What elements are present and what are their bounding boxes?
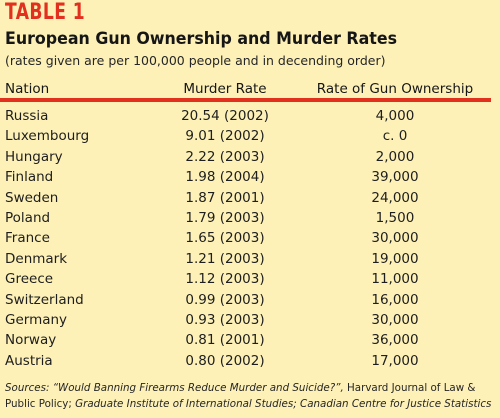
cell-nation: Luxembourg [5,128,90,145]
column-header-nation: Nation [5,81,50,97]
cell-gun-ownership: 17,000 [371,352,419,369]
sources-prefix: Sources: “Would Banning Firearms Reduce … [5,382,344,394]
cell-gun-ownership: 16,000 [371,291,419,308]
cell-gun-ownership: 19,000 [371,250,419,267]
cell-nation: Austria [5,352,53,369]
table-row: Poland 1.79 (2003) 1,500 [0,208,500,228]
table-header-row: Nation Murder Rate Rate of Gun Ownership [0,80,500,98]
cell-murder-rate: 0.99 (2003) [185,291,265,308]
table-row: Austria 0.80 (2002) 17,000 [0,351,500,371]
table-label: TABLE 1 [5,0,86,25]
cell-nation: Switzerland [5,291,84,308]
cell-nation: Hungary [5,148,63,165]
cell-gun-ownership: 11,000 [371,271,419,288]
cell-gun-ownership: 2,000 [375,148,415,165]
cell-gun-ownership: 24,000 [371,189,419,206]
sources-rest: Graduate Institute of International Stud… [71,398,492,410]
sources-journal: Harvard Journal of Law & Public Policy; [5,382,476,410]
table-row: Hungary 2.22 (2003) 2,000 [0,147,500,167]
cell-gun-ownership: 36,000 [371,332,419,349]
cell-murder-rate: 1.79 (2003) [185,209,265,226]
table-row: Norway 0.81 (2001) 36,000 [0,330,500,350]
cell-murder-rate: 0.93 (2003) [185,311,265,328]
table-row: Germany 0.93 (2003) 30,000 [0,310,500,330]
cell-gun-ownership: 4,000 [375,108,415,124]
table-row: Finland 1.98 (2004) 39,000 [0,167,500,187]
cell-gun-ownership: 1,500 [375,209,415,226]
cell-nation: Finland [5,169,54,186]
cell-murder-rate: 1.12 (2003) [185,271,265,288]
cell-nation: Poland [5,209,51,226]
table-row: Luxembourg 9.01 (2002) c. 0 [0,126,500,146]
table-row: Switzerland 0.99 (2003) 16,000 [0,290,500,310]
column-header-murder-rate: Murder Rate [183,81,267,97]
cell-nation: Russia [5,108,49,124]
sources-note: Sources: “Would Banning Firearms Reduce … [5,380,495,412]
table-row: France 1.65 (2003) 30,000 [0,228,500,248]
cell-murder-rate: 1.65 (2003) [185,230,265,247]
cell-gun-ownership: c. 0 [382,128,408,145]
table-row: Sweden 1.87 (2001) 24,000 [0,188,500,208]
table-title: European Gun Ownership and Murder Rates [5,29,398,48]
cell-nation: France [5,230,50,247]
header-divider [0,98,491,102]
column-header-gun-ownership: Rate of Gun Ownership [316,81,474,97]
cell-nation: Sweden [5,189,59,206]
cell-nation: Denmark [5,250,68,267]
table-row: Russia 20.54 (2002) 4,000 [0,106,500,126]
cell-gun-ownership: 30,000 [371,311,419,328]
table-subtitle: (rates given are per 100,000 people and … [5,53,386,68]
table-body: Russia 20.54 (2002) 4,000 Luxembourg 9.0… [0,106,500,371]
cell-murder-rate: 0.81 (2001) [185,332,265,349]
cell-nation: Greece [5,271,54,288]
cell-nation: Norway [5,332,57,349]
cell-murder-rate: 0.80 (2002) [185,352,265,369]
cell-nation: Germany [5,311,68,328]
cell-murder-rate: 1.98 (2004) [185,169,265,186]
cell-murder-rate: 20.54 (2002) [181,108,269,124]
cell-murder-rate: 2.22 (2003) [185,148,265,165]
cell-gun-ownership: 39,000 [371,169,419,186]
cell-gun-ownership: 30,000 [371,230,419,247]
cell-murder-rate: 1.21 (2003) [185,250,265,267]
table-row: Denmark 1.21 (2003) 19,000 [0,249,500,269]
table-row: Greece 1.12 (2003) 11,000 [0,269,500,289]
cell-murder-rate: 9.01 (2002) [185,128,265,145]
cell-murder-rate: 1.87 (2001) [185,189,265,206]
